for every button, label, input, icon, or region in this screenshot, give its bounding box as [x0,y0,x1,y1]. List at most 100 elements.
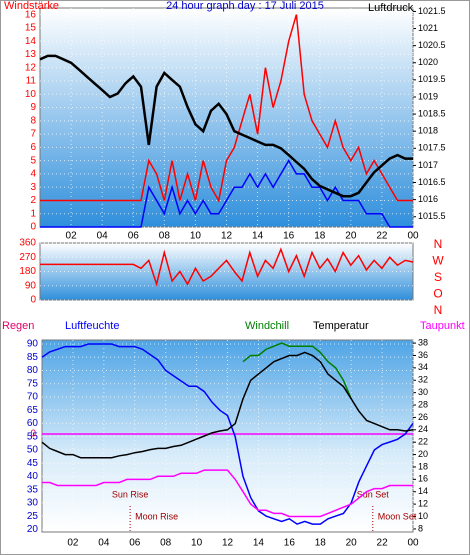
x-tick-label: 20 [346,538,358,549]
y2-tick-label: 1017.5 [418,143,446,153]
y-tick-label: 11 [26,76,37,87]
series-line [242,342,352,400]
y-tick-label: 35 [27,484,39,495]
y2-tick-label: 22 [418,437,428,447]
y-tick-label: 90 [25,280,37,291]
x-tick-label: 10 [191,538,203,549]
x-tick-label: 22 [376,231,388,242]
y2-tick-label: 26 [418,412,428,422]
y2-tick-label: 30 [418,387,428,397]
legend-entry: Taupunkt [420,320,465,332]
y-tick-label: 13 [25,49,37,60]
y-tick-label: 5 [30,155,36,166]
series-line [40,247,414,287]
legend-entry: Temperatur [313,320,369,332]
y2-tick-label: 1015.5 [418,211,446,221]
y2-tick-label: 20 [418,449,428,459]
y-tick-label: 80 [27,365,39,376]
y-tick-label: 9 [30,102,36,113]
y-tick-label: 70 [27,392,39,403]
y-tick-label: 40 [27,471,39,482]
x-tick-label: 00 [407,231,419,242]
x-tick-label: 18 [315,538,327,549]
x-tick-label: 12 [221,231,233,242]
y-tick-label: 2 [30,195,36,206]
y2-tick-label: 34 [418,362,428,372]
y-tick-label: 60 [27,418,39,429]
series-line [42,469,413,518]
y-tick-label: 1 [30,208,36,219]
chart-title: 24 hour graph day : 17 Juli 2015 [166,0,324,12]
y2-tick-label: 1020 [418,57,438,67]
y-tick-label: 12 [25,62,37,73]
annotation: Sun Set [357,489,390,499]
x-tick-label: 20 [345,231,357,242]
y2-tick-label: 8 [418,523,423,533]
x-tick-label: 06 [129,538,141,549]
y-tick-label: 3 [30,182,36,193]
y2-tick-label: 1018 [418,126,438,136]
x-tick-label: 14 [252,231,264,242]
direction-label: N [434,237,443,251]
x-tick-label: 14 [253,538,265,549]
y-tick-label: 360 [19,238,36,249]
annotation: Moon Set [378,511,417,521]
y2-tick-label: 1016 [418,194,438,204]
y2-tick-label: 14 [418,486,428,496]
y-tick-label: 0 [30,295,36,306]
x-tick-label: 16 [284,538,296,549]
y2-tick-label: 10 [418,511,428,521]
x-tick-label: 08 [159,231,171,242]
y-tick-label: 180 [19,266,36,277]
y-axis-label: Windstärke [4,0,59,12]
x-tick-label: 06 [128,231,140,242]
y-tick-label: 20 [27,524,39,535]
x-tick-label: 16 [283,231,295,242]
x-tick-label: 00 [407,538,419,549]
y-tick-label: 270 [19,252,36,263]
y-tick-label: 6 [30,142,36,153]
y2-tick-label: 1017 [418,160,438,170]
series-line [40,14,413,203]
y2-tick-label: 1020.5 [418,40,446,50]
y-tick-label: 45 [27,458,39,469]
y2-tick-label: 1021 [418,23,438,33]
rain-tick-label: 0 [30,429,36,440]
x-tick-label: 10 [190,231,202,242]
y2-axis-label: Luftdruck [368,2,414,14]
y2-tick-label: 24 [418,424,428,434]
x-tick-label: 18 [314,231,326,242]
y-tick-label: 50 [27,445,39,456]
y-tick-label: 25 [27,511,39,522]
x-tick-label: 02 [66,231,78,242]
y-tick-label: 16 [25,9,37,20]
annotation: Sun Rise [112,489,149,499]
panel-direction [39,242,414,301]
x-tick-label: 04 [98,538,110,549]
y2-tick-label: 1019 [418,91,438,101]
direction-label: S [434,270,442,284]
y-tick-label: 75 [27,378,39,389]
x-tick-label: 12 [222,538,234,549]
y-tick-label: 90 [27,339,39,350]
series-line [41,343,414,525]
y-tick-label: 7 [30,129,36,140]
y-tick-label: 4 [30,169,36,180]
y2-tick-label: 1019.5 [418,74,446,84]
x-tick-label: 02 [67,538,79,549]
y-tick-label: 55 [27,431,39,442]
y2-tick-label: 1016.5 [418,177,446,187]
legend-entry: Luftfeuchte [65,320,119,332]
direction-label: N [434,303,443,317]
y2-tick-label: 28 [418,399,428,409]
y-tick-label: 30 [27,498,39,509]
y-tick-label: 0 [30,222,36,233]
y-tick-label: 14 [25,36,37,47]
rain-label: Regen [2,320,34,332]
x-tick-label: 04 [97,231,109,242]
y2-tick-label: 38 [418,337,428,347]
y-tick-label: 8 [30,115,36,126]
y2-tick-label: 16 [418,474,428,484]
series-line [39,54,413,198]
